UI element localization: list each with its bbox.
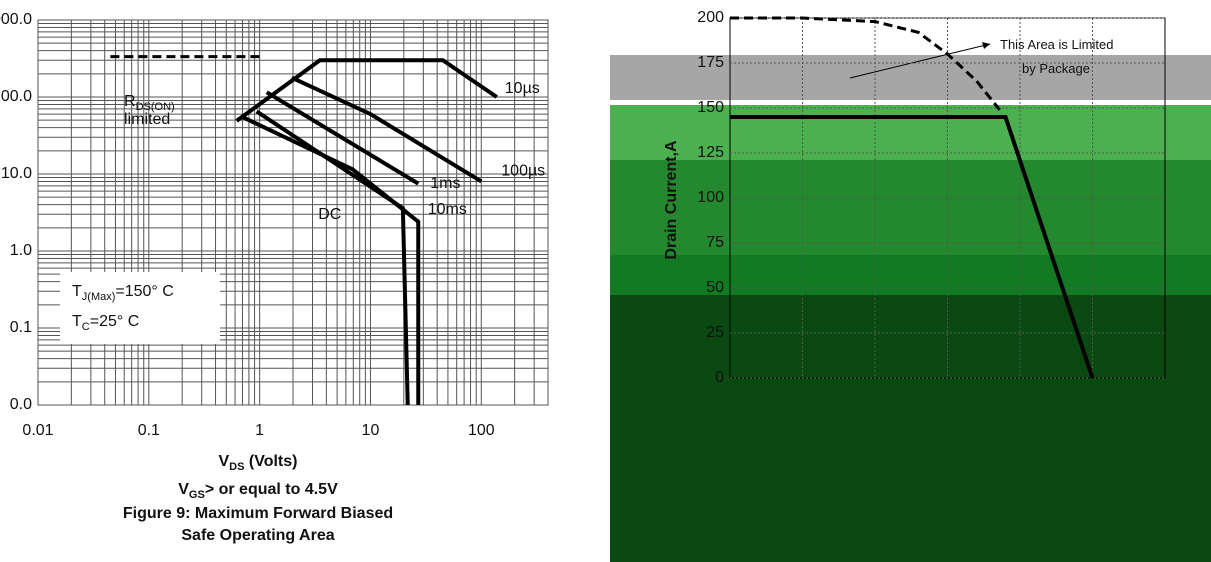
background-band bbox=[610, 160, 1211, 255]
series-line bbox=[240, 114, 421, 405]
annotation-main: T bbox=[72, 313, 82, 330]
background-band bbox=[610, 255, 1211, 295]
annotation-main: R bbox=[124, 93, 136, 110]
annotation-main: limited bbox=[124, 111, 170, 128]
annotation: TC=25° C bbox=[72, 313, 139, 333]
annotation-main: T bbox=[72, 283, 82, 300]
y-tick-label: 0 bbox=[715, 369, 724, 386]
annotation-sub: DS(ON) bbox=[136, 101, 175, 113]
x-axis-label-sub: DS bbox=[229, 461, 244, 473]
y-tick-label: 0.0 bbox=[10, 396, 32, 413]
annotation: TJ(Max)=150° C bbox=[72, 283, 174, 303]
annotation: RDS(ON) bbox=[124, 93, 175, 113]
annotation: by Package bbox=[1022, 61, 1090, 76]
condition-text-sub: GS bbox=[189, 489, 205, 501]
annotation-sub: C bbox=[82, 321, 90, 333]
condition-text-main: V bbox=[178, 481, 189, 498]
annotation-main: This Area is Limited bbox=[1000, 37, 1113, 52]
y-tick-label: 1.0 bbox=[10, 242, 32, 259]
annotation: limited bbox=[124, 111, 170, 128]
series-label: DC bbox=[318, 206, 341, 223]
annotation-main: by Package bbox=[1022, 61, 1090, 76]
annotation-box bbox=[60, 272, 220, 344]
y-tick-label: 50 bbox=[706, 279, 724, 296]
background-band bbox=[610, 295, 1211, 562]
annotation: This Area is Limited bbox=[1000, 37, 1113, 52]
series-label: 10µs bbox=[505, 80, 540, 97]
series-line bbox=[730, 115, 1095, 379]
background-band bbox=[610, 105, 1211, 160]
series-label: 1ms bbox=[430, 175, 460, 192]
condition-text: VGS> or equal to 4.5V bbox=[178, 481, 338, 501]
y-tick-label: 175 bbox=[697, 54, 724, 71]
y-tick-label: 150 bbox=[697, 99, 724, 116]
y-tick-label: 125 bbox=[697, 144, 724, 161]
annotation-sub: J(Max) bbox=[82, 291, 116, 303]
y-tick-label: 0.1 bbox=[10, 319, 32, 336]
y-tick-label: 100.0 bbox=[0, 88, 32, 105]
series-label: 10ms bbox=[428, 201, 467, 218]
x-tick-label: 0.1 bbox=[138, 422, 160, 439]
y-axis-label: Drain Current,A bbox=[663, 140, 680, 260]
annotation-rest: =150° C bbox=[115, 283, 173, 300]
series-line bbox=[730, 16, 1001, 111]
annotation-rest: =25° C bbox=[90, 313, 140, 330]
x-axis-label-rest: (Volts) bbox=[244, 453, 297, 470]
figure-title: Safe Operating Area bbox=[181, 527, 334, 544]
x-tick-label: 10 bbox=[362, 422, 380, 439]
arrow-head bbox=[982, 42, 990, 49]
x-axis-label: VDS (Volts) bbox=[219, 453, 298, 473]
x-tick-label: 1 bbox=[255, 422, 264, 439]
x-tick-label: 100 bbox=[468, 422, 495, 439]
condition-text-rest: > or equal to 4.5V bbox=[205, 481, 338, 498]
x-tick-label: 0.01 bbox=[22, 422, 53, 439]
series-line bbox=[235, 58, 498, 123]
x-axis-label-main: V bbox=[219, 453, 230, 470]
y-tick-label: 25 bbox=[706, 324, 724, 341]
y-tick-label: 10.0 bbox=[1, 165, 32, 182]
series-line bbox=[265, 90, 420, 186]
series-label: 100µs bbox=[501, 163, 545, 180]
y-tick-label: 200 bbox=[697, 9, 724, 26]
series-line bbox=[290, 75, 483, 184]
annotation-arrow bbox=[849, 43, 991, 79]
y-tick-label: 100 bbox=[697, 189, 724, 206]
figure-title: Figure 9: Maximum Forward Biased bbox=[123, 505, 393, 522]
y-tick-label: 75 bbox=[706, 234, 724, 251]
